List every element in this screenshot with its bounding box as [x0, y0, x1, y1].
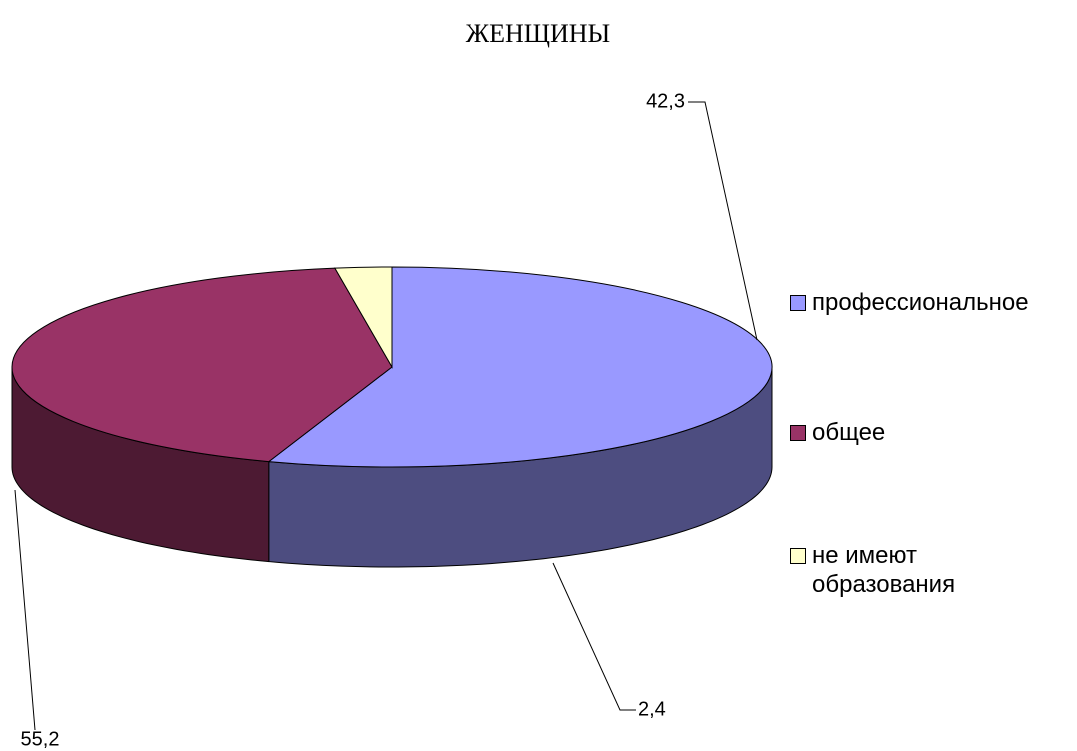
- leader-line: [14, 489, 36, 731]
- slice: [334, 266, 393, 369]
- legend-label: общее: [812, 419, 886, 446]
- slice: [11, 267, 393, 463]
- data-label: 42,3: [646, 90, 685, 112]
- leader-line: [552, 562, 636, 711]
- slice: [267, 266, 773, 468]
- data-label: 2,4: [638, 698, 666, 720]
- legend-item: не имеют образования: [790, 541, 1070, 599]
- legend-swatch: [790, 295, 806, 311]
- legend-swatch: [790, 425, 806, 441]
- legend-label: профессиональное: [812, 289, 1029, 316]
- legend-item: профессиональное: [790, 288, 1070, 317]
- legend-label: не имеют образования: [812, 542, 956, 598]
- leader-line: [688, 101, 758, 341]
- legend-swatch: [790, 548, 806, 564]
- data-label: 55,2: [21, 728, 60, 750]
- legend-item: общее: [790, 418, 1070, 447]
- chart-title: ЖЕНЩИНЫ: [466, 19, 610, 48]
